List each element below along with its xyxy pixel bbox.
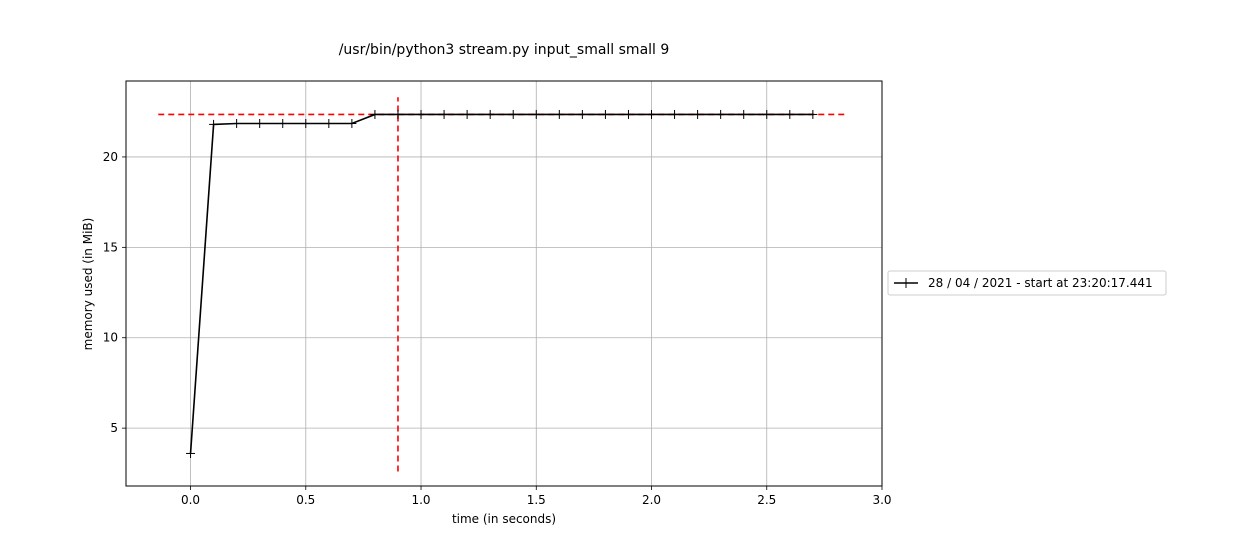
y-tick-label: 5 bbox=[110, 421, 118, 435]
x-tick-label: 2.5 bbox=[757, 493, 776, 507]
data-point bbox=[600, 109, 610, 119]
x-tick-label: 3.0 bbox=[872, 493, 891, 507]
x-axis-ticks: 0.0 0.5 1.0 1.5 2.0 2.5 3.0 bbox=[181, 486, 892, 507]
data-point bbox=[324, 118, 334, 128]
data-point bbox=[785, 109, 795, 119]
series-line bbox=[189, 113, 813, 454]
data-point bbox=[554, 109, 564, 119]
data-point bbox=[439, 109, 449, 119]
plot-frame bbox=[125, 80, 883, 487]
data-point bbox=[716, 109, 726, 119]
data-point bbox=[347, 118, 357, 128]
chart-title: /usr/bin/python3 stream.py input_small s… bbox=[339, 42, 670, 58]
data-point bbox=[393, 109, 403, 119]
data-point bbox=[416, 109, 426, 119]
y-tick-label: 10 bbox=[103, 331, 118, 345]
y-tick-label: 20 bbox=[103, 150, 118, 164]
data-point bbox=[670, 109, 680, 119]
series-layer bbox=[186, 109, 818, 458]
data-point bbox=[278, 118, 288, 128]
legend-box bbox=[887, 270, 1167, 296]
data-point bbox=[485, 109, 495, 119]
data-point bbox=[647, 109, 657, 119]
data-point bbox=[370, 109, 380, 119]
legend: 28 / 04 / 2021 - start at 23:20:17.441 bbox=[887, 270, 1167, 296]
x-tick-label: 1.5 bbox=[527, 493, 546, 507]
data-point bbox=[186, 448, 196, 458]
data-point bbox=[255, 118, 265, 128]
data-point bbox=[462, 109, 472, 119]
reference-lines bbox=[158, 97, 848, 472]
data-point bbox=[808, 109, 818, 119]
x-tick-label: 2.0 bbox=[642, 493, 661, 507]
data-point bbox=[301, 118, 311, 128]
data-point bbox=[577, 109, 587, 119]
data-point bbox=[209, 119, 219, 129]
data-point bbox=[739, 109, 749, 119]
data-point bbox=[508, 109, 518, 119]
data-point bbox=[693, 109, 703, 119]
data-point bbox=[623, 109, 633, 119]
data-point bbox=[531, 109, 541, 119]
legend-entry-label: 28 / 04 / 2021 - start at 23:20:17.441 bbox=[928, 276, 1153, 290]
data-point bbox=[762, 109, 772, 119]
x-axis-label: time (in seconds) bbox=[452, 512, 556, 526]
y-tick-label: 15 bbox=[103, 240, 118, 254]
x-tick-label: 0.5 bbox=[296, 493, 315, 507]
y-axis-label: memory used (in MiB) bbox=[81, 218, 95, 351]
y-axis-ticks: 5 10 15 20 bbox=[103, 150, 126, 435]
x-tick-label: 1.0 bbox=[411, 493, 430, 507]
grid bbox=[126, 81, 883, 486]
x-tick-label: 0.0 bbox=[181, 493, 200, 507]
data-point bbox=[232, 118, 242, 128]
